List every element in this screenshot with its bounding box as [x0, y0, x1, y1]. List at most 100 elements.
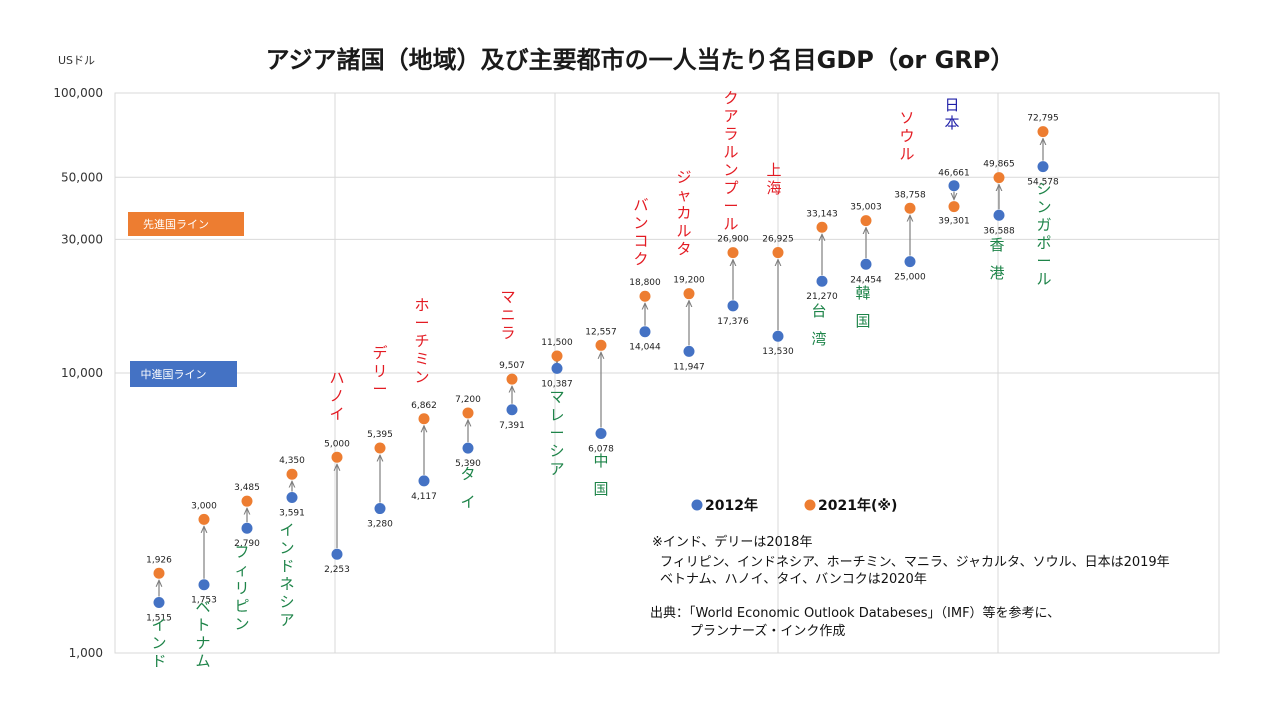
reference-line-badge	[130, 361, 237, 387]
grid	[115, 92, 1219, 654]
legend-2012-marker	[691, 499, 703, 511]
source-1: 出典：「World Economic Outlook Databeses」（IM…	[650, 605, 1060, 621]
category-label: ソウル	[899, 109, 914, 163]
data-label-2021: 72,795	[1027, 114, 1059, 124]
point-2012	[683, 345, 695, 357]
data-label-2021: 7,200	[455, 395, 481, 405]
category-label: ベトナム	[195, 598, 210, 670]
data-label-2012: 14,044	[629, 343, 661, 353]
point-2012	[241, 522, 253, 534]
y-tick-label: 100,000	[53, 86, 103, 100]
y-tick-label: 1,000	[69, 646, 103, 660]
point-2021	[860, 215, 872, 227]
data-label-2021: 39,301	[938, 217, 970, 227]
data-label-2012: 1,515	[146, 613, 172, 623]
category-label: ホーチミン	[414, 296, 429, 386]
data-label-2021: 6,862	[411, 401, 437, 411]
data-label-2012: 6,078	[588, 445, 614, 455]
point-2021	[948, 201, 960, 213]
data-label-2012: 11,947	[673, 362, 705, 372]
category-label: バンコク	[633, 196, 648, 268]
y-axis-unit: USドル	[58, 54, 95, 67]
category-label: マニラ	[500, 288, 515, 342]
data-label-2021: 26,925	[762, 235, 794, 245]
category-label: デリー	[372, 344, 387, 398]
data-label-2012: 2,790	[234, 539, 260, 549]
category-label: フィリピン	[234, 543, 249, 633]
point-2012	[639, 326, 651, 338]
point-2021	[198, 513, 210, 525]
data-label-2012: 13,530	[762, 347, 794, 357]
data-label-2012: 17,376	[717, 317, 749, 327]
category-label: インド	[151, 616, 166, 670]
point-2021	[1037, 126, 1049, 138]
legend-2012-label: 2012年	[705, 497, 758, 514]
point-2021	[683, 288, 695, 300]
point-2021	[551, 350, 563, 362]
category-label: 中国	[593, 452, 608, 498]
reference-line-label: 先進国ライン	[143, 218, 209, 231]
data-label-2021: 3,000	[191, 501, 217, 511]
point-2012	[727, 300, 739, 312]
point-2012	[993, 209, 1005, 221]
data-label-2021: 19,200	[673, 276, 705, 286]
footnotes: ※インド、デリーは2018年 フィリピン、インドネシア、ホーチミン、マニラ、ジャ…	[650, 534, 1170, 639]
data-label-2021: 35,003	[850, 203, 882, 213]
data-label-2012: 25,000	[894, 273, 926, 283]
y-tick-label: 50,000	[61, 170, 103, 184]
point-2012	[816, 275, 828, 287]
data-label-2012: 1,753	[191, 596, 217, 606]
point-2012	[331, 548, 343, 560]
data-label-2021: 12,557	[585, 327, 617, 337]
data-label-2021: 9,507	[499, 361, 525, 371]
category-label: 韓国	[855, 284, 870, 330]
point-2021	[993, 172, 1005, 184]
data-label-2021: 5,000	[324, 439, 350, 449]
category-label: 日本	[944, 96, 959, 132]
data-label-2012: 46,661	[938, 169, 970, 179]
source-2: プランナーズ・インク作成	[690, 623, 845, 639]
point-2021	[374, 442, 386, 454]
point-2021	[418, 413, 430, 425]
note-2: フィリピン、インドネシア、ホーチミン、マニラ、ジャカルタ、ソウル、日本は2019…	[660, 555, 1170, 570]
category-label: ハノイ	[329, 369, 344, 423]
point-2021	[595, 339, 607, 351]
category-label: マレーシア	[549, 388, 564, 478]
point-2021	[286, 468, 298, 480]
point-2021	[727, 247, 739, 259]
data-label-2012: 36,588	[983, 226, 1015, 236]
category-label: インドネシア	[279, 521, 294, 629]
point-2012	[462, 442, 474, 454]
category-label: 台湾	[811, 302, 826, 348]
legend-2021-marker	[804, 499, 816, 511]
data-label-2012: 54,578	[1027, 178, 1059, 188]
point-2012	[860, 258, 872, 270]
point-2012	[595, 428, 607, 440]
point-2012	[374, 503, 386, 515]
point-2021	[153, 567, 165, 579]
data-label-2021: 11,500	[541, 338, 573, 348]
note-3: ベトナム、ハノイ、タイ、バンコクは2020年	[660, 572, 927, 587]
point-2021	[904, 202, 916, 214]
point-2021	[462, 407, 474, 419]
data-label-2012: 3,591	[279, 509, 305, 519]
data-label-2012: 24,454	[850, 275, 882, 285]
y-tick-label: 30,000	[61, 232, 103, 246]
point-2012	[1037, 161, 1049, 173]
category-label: タイ	[460, 465, 475, 511]
data-label-2012: 3,280	[367, 520, 393, 530]
category-label: ジャカルタ	[676, 168, 691, 258]
data-label-2021: 38,758	[894, 190, 926, 200]
point-2012	[418, 475, 430, 487]
data-label-2021: 26,900	[717, 235, 749, 245]
category-label: シンガポール	[1036, 180, 1051, 288]
point-2021	[506, 373, 518, 385]
note-1: ※インド、デリーは2018年	[652, 534, 812, 550]
point-2021	[772, 247, 784, 259]
chart-title: アジア諸国（地域）及び主要都市の一人当たり名目GDP（or GRP）	[266, 46, 1015, 74]
data-label-2021: 18,800	[629, 278, 661, 288]
point-2012	[772, 330, 784, 342]
category-label: 香港	[989, 236, 1004, 282]
data-label-2012: 7,391	[499, 421, 525, 431]
